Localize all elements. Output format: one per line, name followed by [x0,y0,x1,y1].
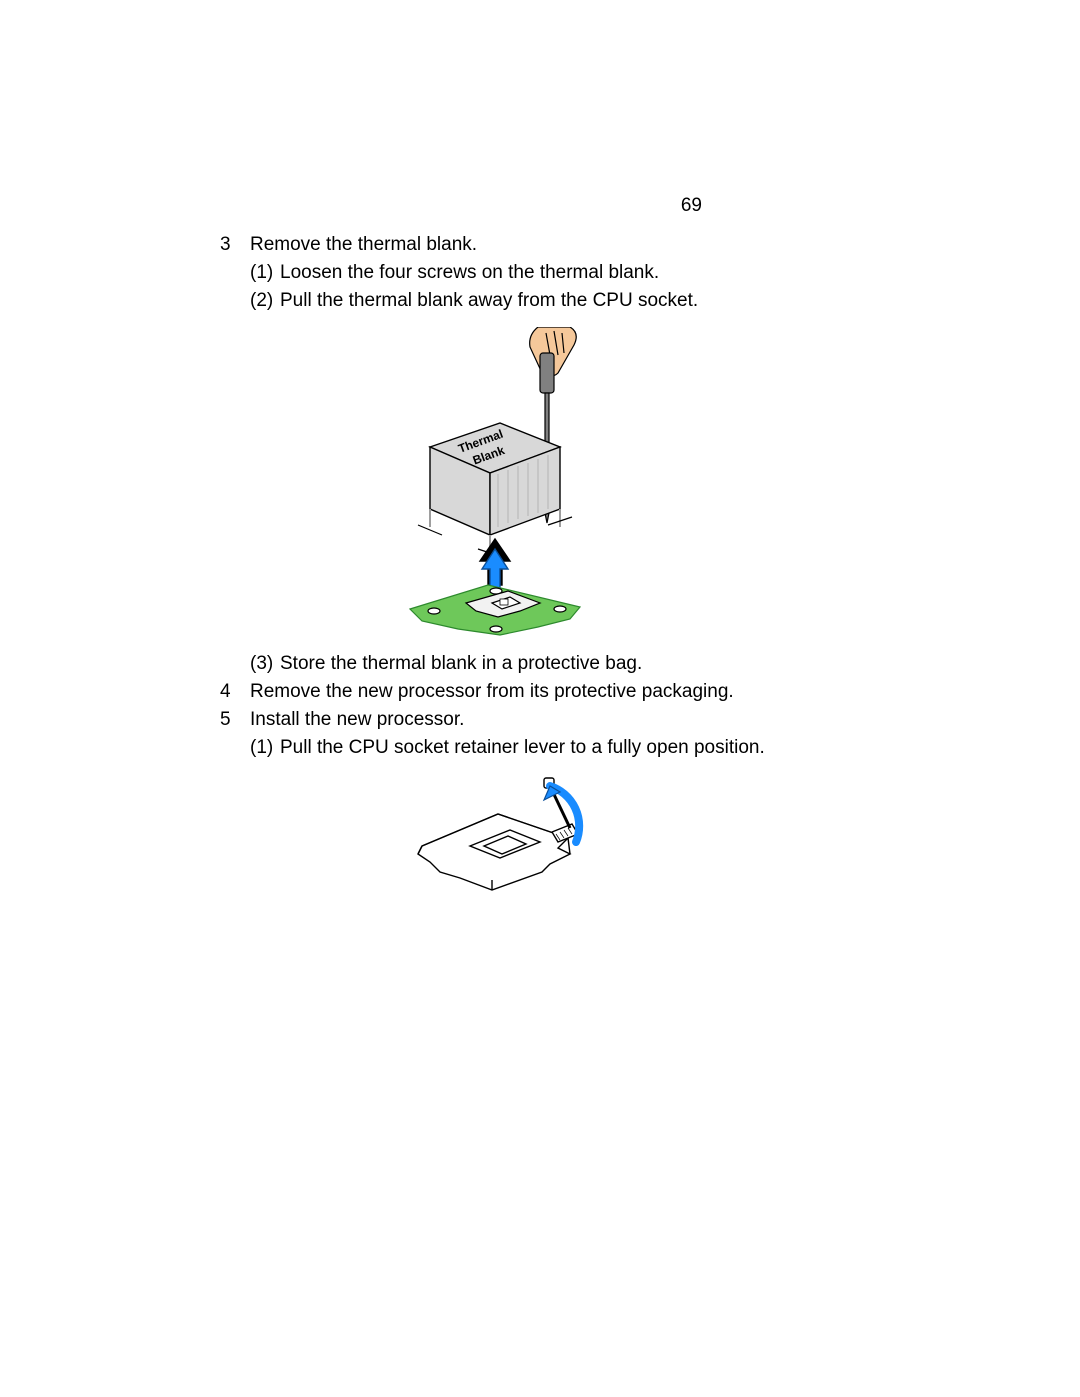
step-5-sub-1: (1) Pull the CPU socket retainer lever t… [250,735,780,761]
step-4-number: 4 [220,679,250,705]
step-3-sub-1-text: Loosen the four screws on the thermal bl… [280,260,780,286]
step-3-sub-3-num: (3) [250,651,280,677]
step-3-number: 3 [220,232,250,258]
step-5-text: Install the new processor. [250,707,780,733]
step-5-sub-1-num: (1) [250,735,280,761]
step-3-sub-1: (1) Loosen the four screws on the therma… [250,260,780,286]
page-number: 69 [681,195,702,217]
step-3: 3 Remove the thermal blank. [220,232,780,258]
step-3-text: Remove the thermal blank. [250,232,780,258]
step-5-number: 5 [220,707,250,733]
step-5: 5 Install the new processor. [220,707,780,733]
step-4: 4 Remove the new processor from its prot… [220,679,780,705]
step-3-sub-2-text: Pull the thermal blank away from the CPU… [280,288,780,314]
manual-page: 69 3 Remove the thermal blank. (1) Loose… [0,0,1080,1397]
step-3-sub-3-text: Store the thermal blank in a protective … [280,651,780,677]
figure-socket-lever [220,768,780,898]
step-3-sub-1-num: (1) [250,260,280,286]
figure-thermal-blank: Thermal Blank [220,327,780,637]
step-3-sub-3: (3) Store the thermal blank in a protect… [250,651,780,677]
step-4-text: Remove the new processor from its protec… [250,679,780,705]
step-3-sub-2-num: (2) [250,288,280,314]
step-3-sub-2: (2) Pull the thermal blank away from the… [250,288,780,314]
step-5-sub-1-text: Pull the CPU socket retainer lever to a … [280,735,780,761]
page-content: 3 Remove the thermal blank. (1) Loosen t… [220,232,780,912]
